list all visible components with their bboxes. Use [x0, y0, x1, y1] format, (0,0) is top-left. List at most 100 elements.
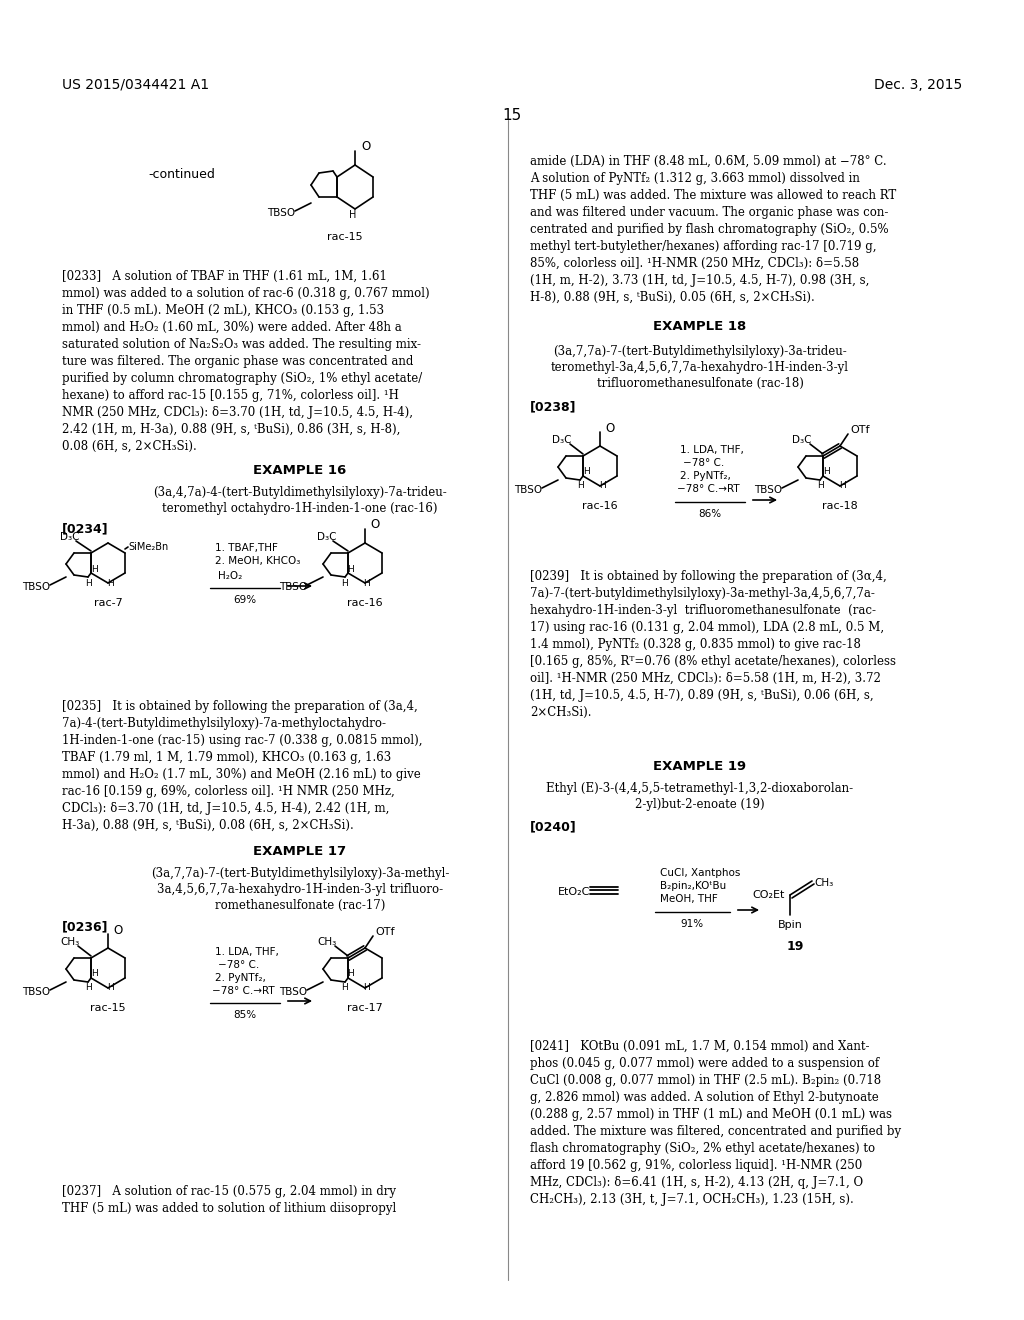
Text: H: H [349, 210, 356, 220]
Text: saturated solution of Na₂S₂O₃ was added. The resulting mix-: saturated solution of Na₂S₂O₃ was added.… [62, 338, 421, 351]
Text: H: H [577, 482, 584, 491]
Text: THF (5 mL) was added. The mixture was allowed to reach RT: THF (5 mL) was added. The mixture was al… [530, 189, 896, 202]
Text: teromethyl-3a,4,5,6,7,7a-hexahydro-1H-inden-3-yl: teromethyl-3a,4,5,6,7,7a-hexahydro-1H-in… [551, 360, 849, 374]
Text: −78° C.: −78° C. [218, 960, 259, 970]
Text: B₂pin₂,KOᵗBu: B₂pin₂,KOᵗBu [660, 880, 726, 891]
Text: H: H [342, 983, 348, 993]
Text: Ethyl (E)-3-(4,4,5,5-tetramethyl-1,3,2-dioxaborolan-: Ethyl (E)-3-(4,4,5,5-tetramethyl-1,3,2-d… [547, 781, 854, 795]
Text: 91%: 91% [680, 919, 703, 929]
Text: and was filtered under vacuum. The organic phase was con-: and was filtered under vacuum. The organ… [530, 206, 889, 219]
Text: 19: 19 [786, 940, 804, 953]
Text: in THF (0.5 mL). MeOH (2 mL), KHCO₃ (0.153 g, 1.53: in THF (0.5 mL). MeOH (2 mL), KHCO₃ (0.1… [62, 304, 384, 317]
Text: EXAMPLE 18: EXAMPLE 18 [653, 319, 746, 333]
Text: 1.4 mmol), PyNTf₂ (0.328 g, 0.835 mmol) to give rac-18: 1.4 mmol), PyNTf₂ (0.328 g, 0.835 mmol) … [530, 638, 861, 651]
Text: D₃C: D₃C [552, 436, 571, 445]
Text: H: H [583, 467, 590, 477]
Text: TBSO: TBSO [279, 987, 307, 997]
Text: H: H [364, 983, 371, 993]
Text: [0239]   It is obtained by following the preparation of (3α,4,: [0239] It is obtained by following the p… [530, 570, 887, 583]
Text: Bpin: Bpin [777, 920, 803, 931]
Text: [0234]: [0234] [62, 521, 109, 535]
Text: CH₃: CH₃ [317, 937, 337, 946]
Text: (0.288 g, 2.57 mmol) in THF (1 mL) and MeOH (0.1 mL) was: (0.288 g, 2.57 mmol) in THF (1 mL) and M… [530, 1107, 892, 1121]
Text: 1. TBAF,THF: 1. TBAF,THF [215, 543, 278, 553]
Text: hexane) to afford rac-15 [0.155 g, 71%, colorless oil]. ¹H: hexane) to afford rac-15 [0.155 g, 71%, … [62, 389, 399, 403]
Text: 7a)-7-(tert-butyldimethylsilyloxy)-3a-methyl-3a,4,5,6,7,7a-: 7a)-7-(tert-butyldimethylsilyloxy)-3a-me… [530, 587, 874, 601]
Text: flash chromatography (SiO₂, 2% ethyl acetate/hexanes) to: flash chromatography (SiO₂, 2% ethyl ace… [530, 1142, 876, 1155]
Text: EXAMPLE 17: EXAMPLE 17 [253, 845, 346, 858]
Text: (3a,4,7a)-4-(tert-Butyldimethylsilyloxy)-7a-trideu-: (3a,4,7a)-4-(tert-Butyldimethylsilyloxy)… [154, 486, 446, 499]
Text: THF (5 mL) was added to solution of lithium diisopropyl: THF (5 mL) was added to solution of lith… [62, 1203, 396, 1214]
Text: -continued: -continued [148, 168, 215, 181]
Text: H: H [91, 969, 97, 978]
Text: O: O [361, 140, 371, 153]
Text: 1H-inden-1-one (rac-15) using rac-7 (0.338 g, 0.0815 mmol),: 1H-inden-1-one (rac-15) using rac-7 (0.3… [62, 734, 423, 747]
Text: EXAMPLE 19: EXAMPLE 19 [653, 760, 746, 774]
Text: 86%: 86% [698, 510, 722, 519]
Text: TBSO: TBSO [514, 484, 542, 495]
Text: rac-16 [0.159 g, 69%, colorless oil]. ¹H NMR (250 MHz,: rac-16 [0.159 g, 69%, colorless oil]. ¹H… [62, 785, 394, 799]
Text: (3a,7,7a)-7-(tert-Butyldimethylsilyloxy)-3a-methyl-: (3a,7,7a)-7-(tert-Butyldimethylsilyloxy)… [151, 867, 450, 880]
Text: H-8), 0.88 (9H, s, ᵗBuSi), 0.05 (6H, s, 2×CH₃Si).: H-8), 0.88 (9H, s, ᵗBuSi), 0.05 (6H, s, … [530, 290, 815, 304]
Text: [0236]: [0236] [62, 920, 109, 933]
Text: purified by column chromatography (SiO₂, 1% ethyl acetate/: purified by column chromatography (SiO₂,… [62, 372, 422, 385]
Text: rac-15: rac-15 [328, 232, 362, 242]
Text: H: H [342, 578, 348, 587]
Text: H: H [85, 578, 91, 587]
Text: [0240]: [0240] [530, 820, 577, 833]
Text: O: O [370, 519, 379, 532]
Text: SiMe₂Bn: SiMe₂Bn [128, 543, 168, 552]
Text: g, 2.826 mmol) was added. A solution of Ethyl 2-butynoate: g, 2.826 mmol) was added. A solution of … [530, 1092, 879, 1104]
Text: amide (LDA) in THF (8.48 mL, 0.6M, 5.09 mmol) at −78° C.: amide (LDA) in THF (8.48 mL, 0.6M, 5.09 … [530, 154, 887, 168]
Text: TBAF (1.79 ml, 1 M, 1.79 mmol), KHCO₃ (0.163 g, 1.63: TBAF (1.79 ml, 1 M, 1.79 mmol), KHCO₃ (0… [62, 751, 391, 764]
Text: [0237]   A solution of rac-15 (0.575 g, 2.04 mmol) in dry: [0237] A solution of rac-15 (0.575 g, 2.… [62, 1185, 396, 1199]
Text: US 2015/0344421 A1: US 2015/0344421 A1 [62, 78, 209, 92]
Text: [0233]   A solution of TBAF in THF (1.61 mL, 1M, 1.61: [0233] A solution of TBAF in THF (1.61 m… [62, 271, 387, 282]
Text: rac-18: rac-18 [822, 502, 858, 511]
Text: 2. PyNTf₂,: 2. PyNTf₂, [215, 973, 266, 983]
Text: −78° C.→RT: −78° C.→RT [212, 986, 274, 997]
Text: A solution of PyNTf₂ (1.312 g, 3.663 mmol) dissolved in: A solution of PyNTf₂ (1.312 g, 3.663 mmo… [530, 172, 860, 185]
Text: 15: 15 [503, 108, 521, 123]
Text: D₃C: D₃C [60, 532, 80, 543]
Text: CH₃: CH₃ [60, 937, 80, 946]
Text: [0241]   KOtBu (0.091 mL, 1.7 M, 0.154 mmol) and Xant-: [0241] KOtBu (0.091 mL, 1.7 M, 0.154 mmo… [530, 1040, 869, 1053]
Text: 1. LDA, THF,: 1. LDA, THF, [680, 445, 743, 455]
Text: OTf: OTf [850, 425, 869, 436]
Text: H: H [364, 578, 371, 587]
Text: D₃C: D₃C [793, 436, 812, 445]
Text: O: O [605, 421, 614, 434]
Text: 3a,4,5,6,7,7a-hexahydro-1H-inden-3-yl trifluoro-: 3a,4,5,6,7,7a-hexahydro-1H-inden-3-yl tr… [157, 883, 443, 896]
Text: [0235]   It is obtained by following the preparation of (3a,4,: [0235] It is obtained by following the p… [62, 700, 418, 713]
Text: OTf: OTf [375, 927, 394, 937]
Text: rac-7: rac-7 [93, 598, 123, 609]
Text: rac-17: rac-17 [347, 1003, 383, 1012]
Text: rac-16: rac-16 [347, 598, 383, 609]
Text: romethanesulfonate (rac-17): romethanesulfonate (rac-17) [215, 899, 385, 912]
Text: CO₂Et: CO₂Et [753, 890, 785, 900]
Text: H: H [816, 482, 823, 491]
Text: 7a)-4-(tert-Butyldimethylsilyloxy)-7a-methyloctahydro-: 7a)-4-(tert-Butyldimethylsilyloxy)-7a-me… [62, 717, 386, 730]
Text: [0238]: [0238] [530, 400, 577, 413]
Text: H: H [822, 467, 829, 477]
Text: centrated and purified by flash chromatography (SiO₂, 0.5%: centrated and purified by flash chromato… [530, 223, 889, 236]
Text: afford 19 [0.562 g, 91%, colorless liquid]. ¹H-NMR (250: afford 19 [0.562 g, 91%, colorless liqui… [530, 1159, 862, 1172]
Text: H: H [599, 482, 605, 491]
Text: H: H [347, 565, 354, 573]
Text: mmol) and H₂O₂ (1.60 mL, 30%) were added. After 48h a: mmol) and H₂O₂ (1.60 mL, 30%) were added… [62, 321, 401, 334]
Text: H: H [91, 565, 97, 573]
Text: oil]. ¹H-NMR (250 MHz, CDCl₃): δ=5.58 (1H, m, H-2), 3.72: oil]. ¹H-NMR (250 MHz, CDCl₃): δ=5.58 (1… [530, 672, 881, 685]
Text: methyl tert-butylether/hexanes) affording rac-17 [0.719 g,: methyl tert-butylether/hexanes) affordin… [530, 240, 877, 253]
Text: TBSO: TBSO [754, 484, 782, 495]
Text: H: H [106, 578, 114, 587]
Text: 2. PyNTf₂,: 2. PyNTf₂, [680, 471, 731, 480]
Text: 2×CH₃Si).: 2×CH₃Si). [530, 706, 592, 719]
Text: EtO₂C: EtO₂C [558, 887, 591, 898]
Text: (1H, m, H-2), 3.73 (1H, td, J=10.5, 4.5, H-7), 0.98 (3H, s,: (1H, m, H-2), 3.73 (1H, td, J=10.5, 4.5,… [530, 275, 869, 286]
Text: 1. LDA, THF,: 1. LDA, THF, [215, 946, 279, 957]
Text: D₃C: D₃C [317, 532, 337, 543]
Text: TBSO: TBSO [267, 209, 295, 218]
Text: H: H [839, 482, 846, 491]
Text: O: O [113, 924, 122, 936]
Text: (3a,7,7a)-7-(tert-Butyldimethylsilyloxy)-3a-trideu-: (3a,7,7a)-7-(tert-Butyldimethylsilyloxy)… [553, 345, 847, 358]
